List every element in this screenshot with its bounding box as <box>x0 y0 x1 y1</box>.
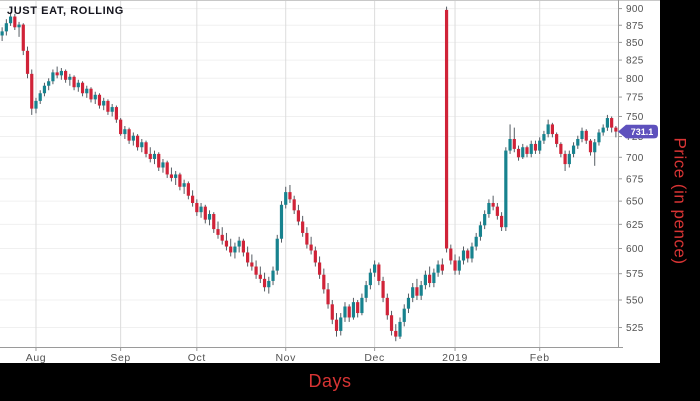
y-axis-title: Price (in pence) <box>671 136 690 265</box>
svg-text:850: 850 <box>626 38 644 49</box>
candlestick-plot[interactable]: 9008758508258007757507257006756506256005… <box>0 0 660 364</box>
svg-text:Oct: Oct <box>188 352 206 363</box>
svg-text:825: 825 <box>626 56 644 67</box>
x-axis-tick-labels: Aug Sep Oct Nov Dec 2019 Feb <box>26 347 550 364</box>
candles <box>0 6 618 342</box>
svg-text:Sep: Sep <box>110 352 130 363</box>
svg-text:731.1: 731.1 <box>631 127 654 137</box>
svg-text:Aug: Aug <box>26 352 46 363</box>
svg-text:Dec: Dec <box>364 352 384 363</box>
y-axis-title-panel: Price (in pence) <box>660 0 700 401</box>
svg-text:625: 625 <box>626 220 644 231</box>
svg-text:Nov: Nov <box>275 352 296 363</box>
svg-text:800: 800 <box>626 74 644 85</box>
svg-text:600: 600 <box>626 244 644 255</box>
svg-text:Feb: Feb <box>530 352 550 363</box>
svg-text:550: 550 <box>626 295 644 306</box>
x-axis-title: Days <box>308 370 352 391</box>
svg-text:875: 875 <box>626 21 644 32</box>
svg-text:575: 575 <box>626 269 644 280</box>
x-axis-title-panel: Days <box>0 363 660 401</box>
svg-text:900: 900 <box>626 4 644 15</box>
svg-text:700: 700 <box>626 153 644 164</box>
chart-canvas[interactable]: 9008758508258007757507257006756506256005… <box>0 0 660 364</box>
svg-text:2019: 2019 <box>442 352 468 363</box>
y-axis-tick-labels: 9008758508258007757507257006756506256005… <box>618 4 644 334</box>
svg-text:525: 525 <box>626 323 644 334</box>
last-price-badge: 731.1 <box>618 124 658 139</box>
svg-text:750: 750 <box>626 112 644 123</box>
svg-text:775: 775 <box>626 93 644 104</box>
gridlines <box>0 1 618 347</box>
svg-text:675: 675 <box>626 174 644 185</box>
svg-text:650: 650 <box>626 197 644 208</box>
axes <box>0 0 660 348</box>
chart-title: JUST EAT, ROLLING <box>7 5 124 17</box>
